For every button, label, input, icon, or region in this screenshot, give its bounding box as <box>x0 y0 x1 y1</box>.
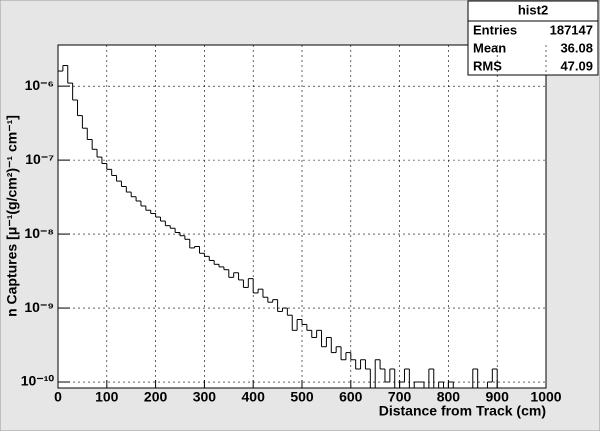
stats-label: Mean <box>473 40 506 55</box>
y-tick-label: 10⁻⁹ <box>24 299 54 315</box>
x-tick-label: 400 <box>242 389 266 405</box>
y-tick-label: 10⁻⁷ <box>25 151 54 167</box>
x-tick-label: 500 <box>290 389 314 405</box>
stats-frame <box>467 0 599 76</box>
y-tick-label: 10⁻⁸ <box>24 225 54 241</box>
stats-box: hist2 Entries 187147 Mean 36.08 RMS 47.09 <box>467 0 599 76</box>
y-tick-label: 10⁻¹⁰ <box>21 373 55 389</box>
stats-label: Entries <box>473 22 517 37</box>
x-tick-label: 100 <box>95 389 119 405</box>
x-tick-label: 1000 <box>530 389 561 405</box>
x-tick-label: 600 <box>339 389 363 405</box>
stats-value: 187147 <box>550 22 593 37</box>
x-axis-label: Distance from Track (cm) <box>379 403 546 419</box>
stats-value: 36.08 <box>560 40 593 55</box>
x-tick-label: 800 <box>437 389 461 405</box>
x-tick-label: 700 <box>388 389 412 405</box>
x-tick-label: 900 <box>486 389 510 405</box>
stats-title: hist2 <box>518 2 548 17</box>
y-tick-label: 10⁻⁶ <box>25 77 54 93</box>
x-tick-label: 200 <box>144 389 168 405</box>
x-tick-label: 300 <box>193 389 217 405</box>
stats-value: 47.09 <box>560 58 593 73</box>
stats-label: RMS <box>473 58 502 73</box>
y-axis-label: n Captures [μ⁻¹(g/cm²)⁻¹ cm⁻¹] <box>4 115 20 317</box>
x-tick-label: 0 <box>54 389 62 405</box>
